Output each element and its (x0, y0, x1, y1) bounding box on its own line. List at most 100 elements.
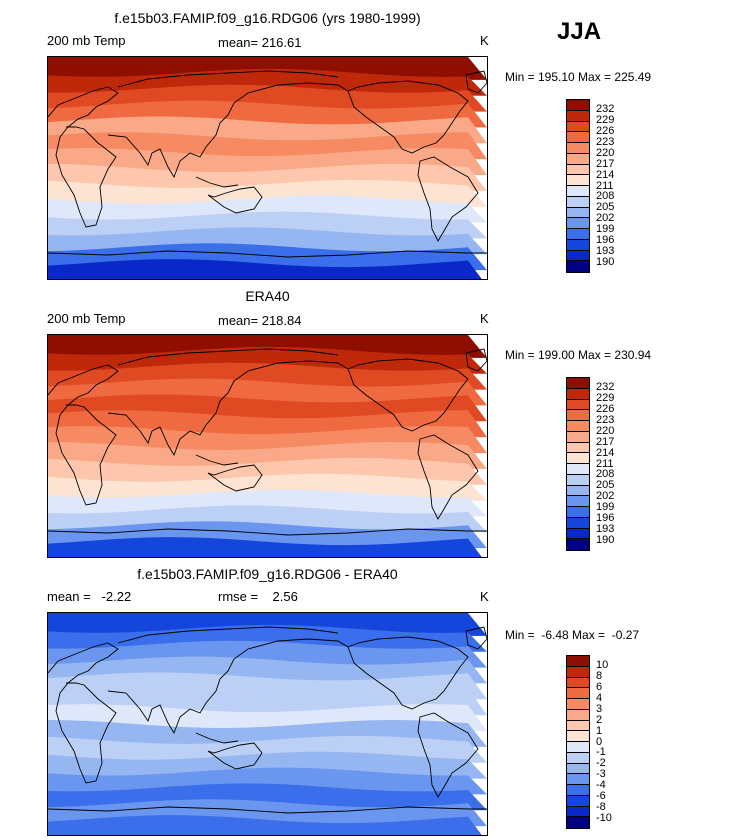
contour-band (48, 195, 487, 223)
colorbar-swatch (567, 207, 589, 219)
coastline (48, 250, 487, 258)
panel-2-mean-label: mean= 218.84 (218, 313, 302, 328)
colorbar-level-label: -8 (596, 800, 606, 813)
colorbar-level-label: 217 (596, 157, 615, 170)
colorbar-level-label: 220 (596, 424, 615, 437)
colorbar-swatch (567, 528, 589, 540)
colorbar-level-label: 232 (596, 381, 615, 394)
panel-2-title: ERA40 (245, 288, 290, 304)
panel-1-colorbar (566, 99, 590, 273)
panel-1-left-label: 200 mb Temp (47, 33, 126, 48)
coastline (195, 176, 263, 214)
panel-2-minmax: Min = 199.00 Max = 230.94 (505, 348, 652, 362)
coastline (117, 348, 339, 366)
colorbar-swatch (567, 539, 589, 550)
contour-band (48, 537, 482, 557)
colorbar-swatch (567, 785, 589, 796)
colorbar-swatch (567, 250, 589, 262)
panel-1-mean-label: mean= 216.61 (218, 35, 302, 50)
coastline (417, 156, 479, 242)
colorbar-swatch (567, 731, 589, 742)
coastline (417, 712, 479, 798)
colorbar-level-label: 2 (596, 713, 603, 726)
colorbar-swatch (567, 709, 589, 721)
contour-band (48, 815, 482, 835)
panel-2-left-label: 200 mb Temp (47, 311, 126, 326)
panel-2-map-svg (48, 335, 487, 557)
panel-3-map-svg (48, 613, 487, 835)
colorbar-level-label: 202 (596, 212, 615, 225)
colorbar-swatch (567, 100, 589, 111)
coastline (347, 636, 469, 710)
colorbar-level-label: 0 (596, 735, 603, 748)
panel-2-colorbar (566, 377, 590, 551)
colorbar-level-label: -3 (596, 768, 606, 781)
colorbar-level-label: 229 (596, 114, 615, 127)
panel-2-colorbar-labels: 232 229 226 223 220 217 214 211 208 205 202 199 196 1… (596, 377, 636, 551)
colorbar-swatch (567, 688, 589, 699)
colorbar-level-label: 211 (596, 457, 614, 470)
panel-1-minmax: Min = 195.10 Max = 225.49 (505, 70, 652, 84)
colorbar-level-label: 217 (596, 435, 615, 448)
contour-band (48, 57, 487, 80)
panel-3-unit: K (480, 589, 489, 604)
panel-3-colorbar (566, 655, 590, 829)
colorbar-level-label: 193 (596, 522, 615, 535)
panel-1-map-svg (48, 57, 487, 279)
colorbar-level-label: 190 (596, 255, 615, 268)
contour-band (48, 751, 487, 779)
colorbar-level-label: 196 (596, 511, 615, 524)
coastline (117, 70, 339, 88)
colorbar-swatch (567, 677, 589, 689)
colorbar-swatch (567, 453, 589, 464)
colorbar-level-label: 214 (596, 168, 615, 181)
contour-band (48, 473, 487, 501)
colorbar-swatch (567, 656, 589, 667)
colorbar-swatch (567, 388, 589, 400)
colorbar-swatch (567, 507, 589, 518)
colorbar-swatch (567, 110, 589, 122)
colorbar-level-label: 190 (596, 533, 615, 546)
colorbar-swatch (567, 196, 589, 208)
colorbar-swatch (567, 164, 589, 176)
colorbar-swatch (567, 421, 589, 432)
panel-1-bands (48, 57, 487, 279)
colorbar-swatch (567, 485, 589, 497)
colorbar-swatch (567, 261, 589, 272)
panel-1-colorbar-labels: 232 229 226 223 220 217 214 211 208 205 202 199 196 1… (596, 99, 636, 273)
colorbar-level-label: 193 (596, 244, 615, 257)
colorbar-level-label: 1 (596, 724, 603, 737)
colorbar-level-label: 208 (596, 190, 615, 203)
colorbar-swatch (567, 496, 589, 507)
colorbar-level-label: 226 (596, 403, 615, 416)
coastline (465, 348, 487, 372)
season-label: JJA (557, 18, 602, 45)
colorbar-swatch (567, 742, 589, 753)
colorbar-swatch (567, 229, 589, 240)
colorbar-swatch (567, 464, 589, 475)
colorbar-level-label: 232 (596, 103, 615, 116)
colorbar-level-label: 205 (596, 201, 615, 214)
coastline (107, 82, 349, 179)
coastline (347, 80, 469, 154)
colorbar-level-label: 199 (596, 223, 615, 235)
coastline (465, 70, 487, 94)
panel-3-bands (48, 613, 487, 835)
colorbar-swatch (567, 806, 589, 818)
colorbar-swatch (567, 239, 589, 251)
panel-3-title: f.e15b03.FAMIP.f09_g16.RDG06 - ERA40 (137, 566, 398, 582)
coastline (195, 454, 263, 492)
panel-1-unit: K (480, 33, 489, 48)
colorbar-level-label: 196 (596, 233, 615, 246)
colorbar-swatch (567, 153, 589, 165)
colorbar-swatch (567, 817, 589, 828)
panel-3-mean-label: mean = -2.22 (47, 589, 132, 604)
colorbar-swatch (567, 410, 589, 421)
colorbar-swatch (567, 186, 589, 197)
colorbar-level-label: -4 (596, 779, 606, 791)
panel-2-map (47, 334, 488, 558)
colorbar-swatch (567, 474, 589, 486)
coastline (48, 364, 119, 506)
colorbar-level-label: 202 (596, 490, 615, 503)
colorbar-swatch (567, 121, 589, 133)
